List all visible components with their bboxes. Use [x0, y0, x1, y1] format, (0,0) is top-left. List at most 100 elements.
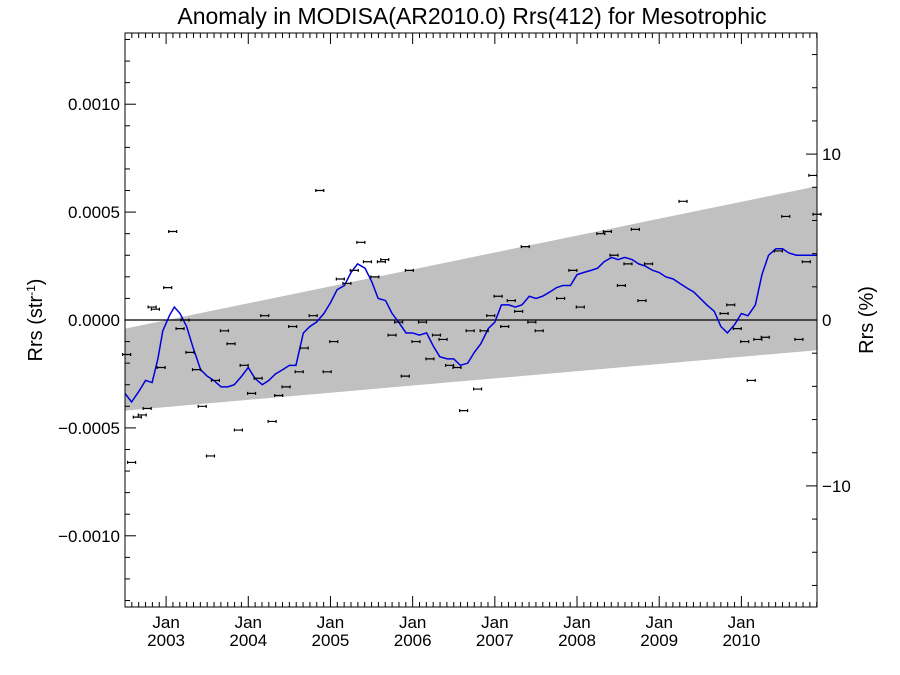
y-left-tick-label: −0.0005 [58, 419, 120, 438]
data-point [267, 419, 277, 423]
y-right-tick-label: 0 [822, 311, 831, 330]
data-point [732, 327, 742, 331]
data-point [260, 314, 270, 318]
y-left-tick-label: −0.0010 [58, 527, 120, 546]
data-point [376, 260, 387, 264]
x-tick-label-year: 2005 [312, 631, 350, 650]
data-point [288, 324, 298, 328]
data-point [362, 260, 373, 264]
data-point [356, 240, 366, 244]
data-point [527, 320, 537, 324]
data-point [452, 365, 462, 369]
data-point [760, 335, 770, 339]
data-point [794, 337, 804, 341]
data-point [156, 365, 166, 369]
y-left-tick-label: 0.0005 [68, 203, 120, 222]
data-point [137, 413, 147, 417]
data-point [746, 378, 756, 382]
chart-title: Anomaly in MODISA(AR2010.0) Rrs(412) for… [177, 3, 766, 29]
x-tick-label-year: 2006 [394, 631, 432, 650]
data-point [239, 363, 249, 367]
data-point [168, 230, 178, 234]
data-point [431, 333, 442, 337]
y-right-tick-label: 10 [822, 145, 841, 164]
y-left-tick-label: 0.0010 [68, 95, 120, 114]
data-point [299, 346, 309, 350]
left-y-axis-label-sup: -1 [24, 285, 38, 296]
data-point [472, 387, 483, 391]
data-point [400, 374, 410, 378]
data-point [753, 337, 763, 341]
data-point [630, 227, 640, 231]
data-point [740, 340, 750, 344]
data-point [219, 329, 230, 333]
x-tick-label-month: Jan [563, 613, 590, 632]
data-point [425, 357, 435, 361]
x-tick-label-year: 2009 [640, 631, 678, 650]
y-right-tick-label: −10 [822, 477, 851, 496]
data-point [163, 286, 173, 290]
data-point [322, 370, 332, 374]
shaded-band [125, 186, 817, 411]
x-tick-label-year: 2008 [558, 631, 596, 650]
data-point [180, 318, 190, 322]
x-tick-label-month: Jan [645, 613, 672, 632]
data-point [142, 406, 152, 410]
x-tick-label-year: 2010 [722, 631, 760, 650]
data-point [205, 454, 216, 458]
x-tick-label-year: 2003 [147, 631, 185, 650]
data-point [609, 253, 619, 257]
data-point [233, 428, 244, 432]
data-point [602, 230, 613, 234]
data-point [370, 275, 380, 279]
smoothed-series-line [124, 248, 817, 404]
data-point [335, 277, 345, 281]
data-point [493, 294, 503, 298]
data-point [294, 370, 304, 374]
x-tick-label-month: Jan [317, 613, 344, 632]
data-point [643, 262, 654, 266]
data-point [678, 199, 688, 203]
right-y-axis-label: Rrs (%) [856, 286, 878, 354]
data-point [500, 324, 510, 328]
data-point [506, 299, 516, 303]
x-tick-label-year: 2004 [229, 631, 267, 650]
data-point [281, 385, 291, 389]
data-point [719, 312, 729, 316]
data-point [411, 340, 421, 344]
y-left-tick-label: 0.0000 [68, 311, 120, 330]
data-point [387, 333, 397, 337]
x-tick-label-month: Jan [152, 613, 179, 632]
data-point [349, 268, 359, 272]
x-tick-label-year: 2007 [476, 631, 514, 650]
data-point [596, 232, 606, 236]
data-point [185, 350, 195, 354]
data-point [637, 299, 647, 303]
data-point [520, 245, 530, 249]
data-point [147, 305, 157, 309]
data-point [308, 314, 318, 318]
data-point [808, 173, 818, 177]
data-point [253, 376, 263, 380]
data-point [126, 460, 137, 464]
data-point [568, 268, 578, 272]
data-point [575, 305, 585, 309]
data-point [132, 415, 142, 419]
data-point [555, 296, 566, 300]
data-point [210, 378, 221, 382]
left-y-axis-label: Rrs (str-1) [24, 279, 47, 362]
data-point [329, 340, 339, 344]
data-point [773, 249, 783, 253]
left-y-axis-label-close: ) [25, 279, 47, 286]
data-point [726, 303, 736, 307]
data-point [226, 342, 236, 346]
data-point [150, 307, 161, 311]
x-tick-label-month: Jan [481, 613, 508, 632]
data-point [781, 214, 791, 218]
data-point [623, 262, 633, 266]
data-point [342, 281, 352, 285]
data-point [175, 327, 185, 331]
data-point [394, 320, 404, 324]
data-point [616, 283, 626, 287]
